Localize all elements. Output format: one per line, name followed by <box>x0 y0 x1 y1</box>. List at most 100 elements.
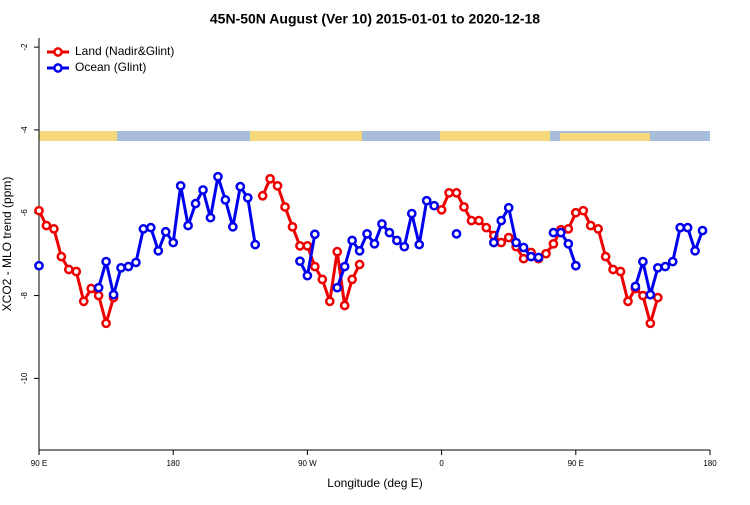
data-point <box>175 180 186 191</box>
data-point <box>548 238 559 249</box>
data-point <box>41 220 52 231</box>
data-point <box>645 289 656 300</box>
data-point <box>339 300 350 311</box>
data-point <box>339 261 350 272</box>
data-point <box>682 222 693 233</box>
data-point <box>116 262 126 273</box>
data-point <box>34 260 44 271</box>
data-point <box>242 192 253 203</box>
land-strip <box>250 131 362 141</box>
data-point <box>496 215 507 226</box>
data-point <box>198 185 208 195</box>
data-point <box>466 215 477 226</box>
data-point <box>585 220 596 231</box>
data-point <box>205 212 216 223</box>
data-point <box>406 208 417 219</box>
data-point <box>280 202 290 212</box>
data-point <box>138 224 149 234</box>
data-point <box>630 281 641 292</box>
data-point <box>153 245 164 256</box>
data-point <box>392 235 402 246</box>
data-point <box>310 229 320 240</box>
data-point <box>638 290 648 301</box>
data-point <box>369 238 380 249</box>
data-point <box>503 232 514 243</box>
land-strip <box>39 131 117 141</box>
data-point <box>414 239 425 250</box>
data-point <box>541 248 551 259</box>
data-point <box>518 253 529 264</box>
data-point <box>533 252 544 263</box>
data-point <box>220 195 231 205</box>
y-tick-label: -6 <box>20 209 29 217</box>
map-strip <box>39 131 710 141</box>
data-point <box>108 289 119 300</box>
data-point <box>436 204 447 215</box>
data-point <box>347 235 357 246</box>
data-point <box>518 242 529 253</box>
x-tick-label: 0 <box>439 459 444 468</box>
data-point <box>623 296 633 307</box>
legend-marker <box>53 47 63 57</box>
x-tick-label: 180 <box>703 459 717 468</box>
data-point <box>563 238 574 249</box>
data-point <box>384 227 395 238</box>
data-point <box>56 251 67 262</box>
data-point <box>101 318 111 329</box>
legend-label: Land (Nadir&Glint) <box>75 44 174 58</box>
data-point <box>250 239 261 250</box>
data-point <box>660 261 671 272</box>
data-point <box>667 256 678 267</box>
data-point <box>123 261 134 272</box>
ocean-strip <box>39 131 710 141</box>
data-point <box>302 241 313 251</box>
data-point <box>451 188 462 198</box>
data-point <box>600 251 611 262</box>
data-point <box>63 264 74 275</box>
data-point <box>34 205 44 216</box>
data-point <box>332 282 343 293</box>
chart-title: 45N-50N August (Ver 10) 2015-01-01 to 20… <box>210 11 540 27</box>
data-point <box>421 195 432 206</box>
data-point <box>429 200 439 211</box>
data-point <box>78 296 89 307</box>
data-point <box>347 274 357 285</box>
data-point <box>563 224 574 234</box>
data-point <box>652 262 663 273</box>
data-point <box>697 225 708 236</box>
data-point <box>93 290 104 301</box>
data-point <box>101 256 111 267</box>
y-tick-label: -8 <box>20 291 29 299</box>
legend-label: Ocean (Glint) <box>75 60 146 74</box>
legend-marker <box>53 63 63 73</box>
data-point <box>474 215 484 226</box>
data-point <box>578 205 589 216</box>
data-point <box>332 246 343 257</box>
data-point <box>652 292 663 303</box>
data-point <box>265 173 275 184</box>
data-point <box>168 237 179 248</box>
data-point <box>354 259 365 270</box>
data-point <box>690 245 700 256</box>
data-point <box>160 226 171 237</box>
x-tick-label: 90 W <box>298 459 317 468</box>
x-axis-label: Longitude (deg E) <box>327 476 422 490</box>
data-point <box>257 190 268 201</box>
data-point <box>675 222 686 233</box>
series-line <box>97 175 704 297</box>
data-point <box>496 237 507 248</box>
data-point <box>362 229 372 239</box>
y-tick-label: -4 <box>20 126 29 134</box>
data-point <box>638 256 648 267</box>
land-strip <box>440 131 550 141</box>
data-point <box>131 257 141 268</box>
data-point <box>488 237 499 248</box>
data-point <box>93 282 104 293</box>
data-point <box>481 222 492 233</box>
data-point <box>548 227 559 238</box>
data-point <box>272 180 283 191</box>
data-point <box>86 283 97 294</box>
data-point <box>235 181 246 192</box>
